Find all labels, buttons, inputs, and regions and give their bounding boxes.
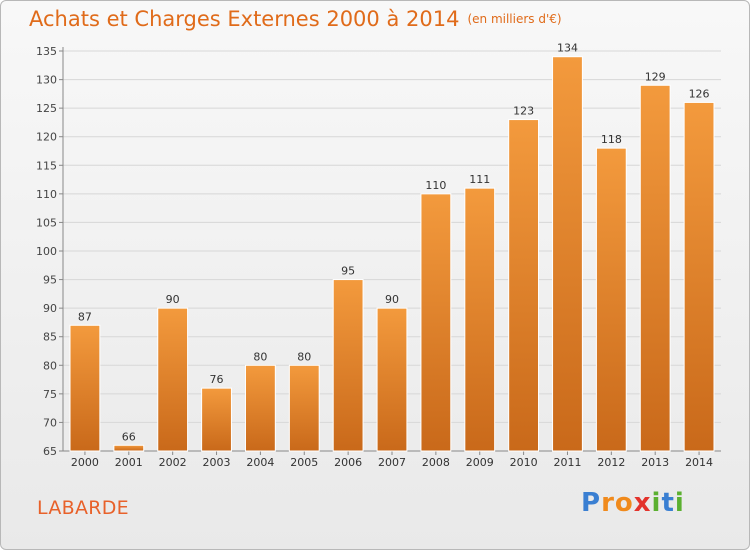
- bar: [157, 307, 189, 452]
- data-label: 95: [341, 265, 355, 278]
- x-tick-label: 2006: [334, 456, 362, 469]
- proxiti-logo: Proxiti: [581, 488, 685, 518]
- data-label: 80: [253, 350, 267, 363]
- y-tick-label: 95: [43, 274, 57, 287]
- x-tick-label: 2011: [553, 456, 581, 469]
- data-label: 118: [601, 133, 622, 146]
- y-tick-label: 105: [36, 216, 57, 229]
- y-tick-label: 85: [43, 331, 57, 344]
- x-tick-label: 2012: [597, 456, 625, 469]
- title-text: Achats et Charges Externes 2000 à 2014: [29, 7, 460, 31]
- y-tick-label: 120: [36, 131, 57, 144]
- data-label: 90: [166, 293, 180, 306]
- y-tick-label: 65: [43, 445, 57, 458]
- data-label: 80: [297, 350, 311, 363]
- commune-name: LABARDE: [37, 497, 129, 519]
- x-tick-label: 2014: [685, 456, 713, 469]
- bar: [595, 147, 627, 452]
- x-tick-label: 2005: [290, 456, 318, 469]
- data-label: 129: [645, 70, 666, 83]
- data-label: 123: [513, 105, 534, 118]
- data-labels: 87 66 90 76 80 80 95 90 110 111 123 134 118 129 126: [78, 42, 710, 444]
- x-tick-label: 2003: [203, 456, 231, 469]
- logo-letter: t: [661, 488, 675, 518]
- bar: [552, 56, 583, 452]
- data-label: 110: [425, 179, 446, 192]
- bar: [420, 193, 452, 452]
- data-label: 76: [210, 373, 224, 386]
- data-label: 87: [78, 310, 92, 323]
- y-tick-label: 70: [43, 416, 57, 429]
- data-label: 90: [385, 293, 399, 306]
- y-tick-label: 125: [36, 102, 57, 115]
- data-label: 111: [469, 173, 490, 186]
- bar: [683, 101, 715, 452]
- x-tick-label: 2002: [159, 456, 187, 469]
- bars: [69, 56, 715, 452]
- logo-letter: i: [651, 488, 662, 518]
- y-tick-labels: 65 70 75 80 85 90 95 100 105 110 115 120 125 130 135: [36, 45, 57, 458]
- y-tick-label: 75: [43, 388, 57, 401]
- title-unit: (en milliers d'€): [467, 12, 562, 26]
- bar: [201, 387, 232, 452]
- bar: [113, 444, 145, 452]
- x-tick-label: 2004: [246, 456, 274, 469]
- x-tick-label: 2001: [115, 456, 143, 469]
- data-label: 66: [122, 430, 136, 443]
- x-tick-label: 2008: [422, 456, 450, 469]
- bar: [69, 324, 101, 452]
- bar: [508, 119, 540, 452]
- y-tick-label: 135: [36, 45, 57, 58]
- y-tick-label: 80: [43, 359, 57, 372]
- bar: [244, 364, 276, 452]
- y-tick-label: 110: [36, 188, 57, 201]
- x-tick-label: 2000: [71, 456, 99, 469]
- bar: [376, 307, 408, 452]
- x-tick-labels: 2000 2001 2002 2003 2004 2005 2006 2007 2008 2009…: [71, 456, 713, 469]
- x-tick-label: 2013: [641, 456, 669, 469]
- x-tick-label: 2009: [466, 456, 494, 469]
- data-label: 126: [689, 87, 710, 100]
- logo-letter: P: [581, 488, 602, 518]
- logo-letter: o: [614, 488, 634, 518]
- chart-title: Achats et Charges Externes 2000 à 2014 (e…: [29, 7, 562, 31]
- bar: [288, 364, 320, 452]
- bar: [464, 187, 496, 452]
- data-label: 134: [557, 42, 578, 55]
- logo-letter: r: [601, 488, 615, 518]
- y-tick-label: 100: [36, 245, 57, 258]
- x-tick-label: 2010: [510, 456, 538, 469]
- y-tick-label: 115: [36, 159, 57, 172]
- bar: [332, 279, 364, 452]
- y-tick-label: 130: [36, 74, 57, 87]
- x-tick-label: 2007: [378, 456, 406, 469]
- logo-letter: i: [674, 488, 685, 518]
- y-tick-label: 90: [43, 302, 57, 315]
- bar: [639, 84, 671, 452]
- logo-letter: x: [633, 488, 652, 518]
